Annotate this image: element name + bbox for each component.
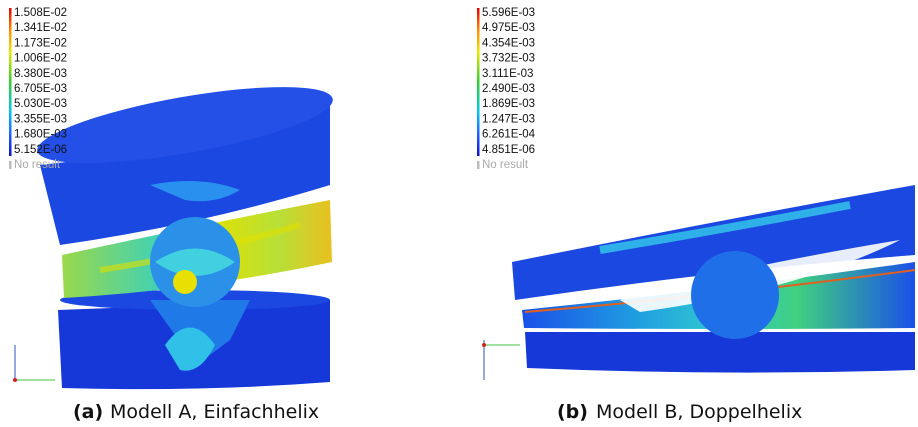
legend-color-bar xyxy=(477,8,480,156)
legend-label: 6.261E-04 xyxy=(482,129,536,141)
legend-label: 3.111E-03 xyxy=(482,68,533,80)
caption-text: Modell B, Doppelhelix xyxy=(596,401,802,423)
legend-label: 1.869E-03 xyxy=(482,98,535,110)
caption-label: (a) xyxy=(73,401,103,423)
legend-no-result: No result xyxy=(14,159,61,171)
legend-label: 1.680E-03 xyxy=(14,129,67,141)
legend-label: 5.596E-03 xyxy=(482,7,535,19)
legend-label: 2.490E-03 xyxy=(482,83,535,95)
legend-label: 1.508E-02 xyxy=(14,7,67,19)
legend-label: 3.732E-03 xyxy=(482,53,535,65)
legend-label: 8.380E-03 xyxy=(14,68,67,80)
legend-label: 4.975E-03 xyxy=(482,22,535,34)
legend-label: 1.341E-02 xyxy=(14,22,67,34)
caption-text: Modell A, Einfachhelix xyxy=(110,401,319,423)
figure: (a) Modell A, Einfachhelix (b) Modell B,… xyxy=(0,0,918,427)
no-result-swatch xyxy=(9,161,12,169)
legend-color-bar xyxy=(9,8,12,156)
legend-label: 1.247E-03 xyxy=(482,113,535,125)
legend-label: 4.851E-06 xyxy=(482,144,535,156)
caption-label: (b) xyxy=(557,401,588,423)
legend-label: 3.355E-03 xyxy=(14,113,67,125)
model-b-render xyxy=(482,185,915,380)
legend-label: 5.030E-03 xyxy=(14,98,67,110)
legend-label: 4.354E-03 xyxy=(482,37,535,49)
legend-label: 6.705E-03 xyxy=(14,83,67,95)
legend-label: 1.006E-02 xyxy=(14,53,67,65)
legend-label: 5.152E-06 xyxy=(14,144,67,156)
legend-label: 1.173E-02 xyxy=(14,37,67,49)
no-result-swatch xyxy=(477,161,480,169)
legend-no-result: No result xyxy=(482,159,529,171)
